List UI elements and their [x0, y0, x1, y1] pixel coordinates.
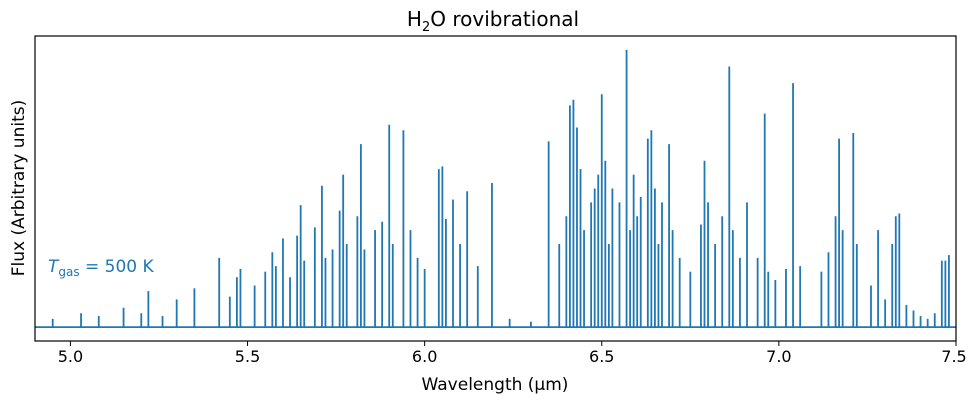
annotation-subscript: gas [58, 265, 79, 279]
annotation-value: = 500 K [80, 257, 155, 277]
annotation-symbol: T [48, 257, 60, 277]
x-tick-label: 6.0 [412, 347, 437, 366]
y-axis-label: Flux (Arbitrary units) [9, 100, 29, 276]
chart-title-subscript: 2 [422, 20, 430, 35]
plot-area [35, 49, 956, 329]
chart-title-main: H [407, 7, 422, 31]
x-tick-label: 5.5 [235, 347, 260, 366]
x-axis-label: Wavelength (μm) [422, 375, 569, 395]
chart-title: H2O rovibrational [407, 7, 579, 35]
x-tick-label: 6.5 [589, 347, 614, 366]
axes-frame [34, 35, 957, 342]
chart-title-rest: O rovibrational [430, 7, 579, 31]
x-tick-label: 7.5 [941, 347, 966, 366]
x-tick-label: 5.0 [58, 347, 83, 366]
x-tick-label: 7.0 [766, 347, 791, 366]
temperature-annotation: Tgas = 500 K [48, 257, 155, 279]
x-axis-ticks: 5.0 5.5 6.0 6.5 7.0 7.5 [58, 341, 967, 366]
